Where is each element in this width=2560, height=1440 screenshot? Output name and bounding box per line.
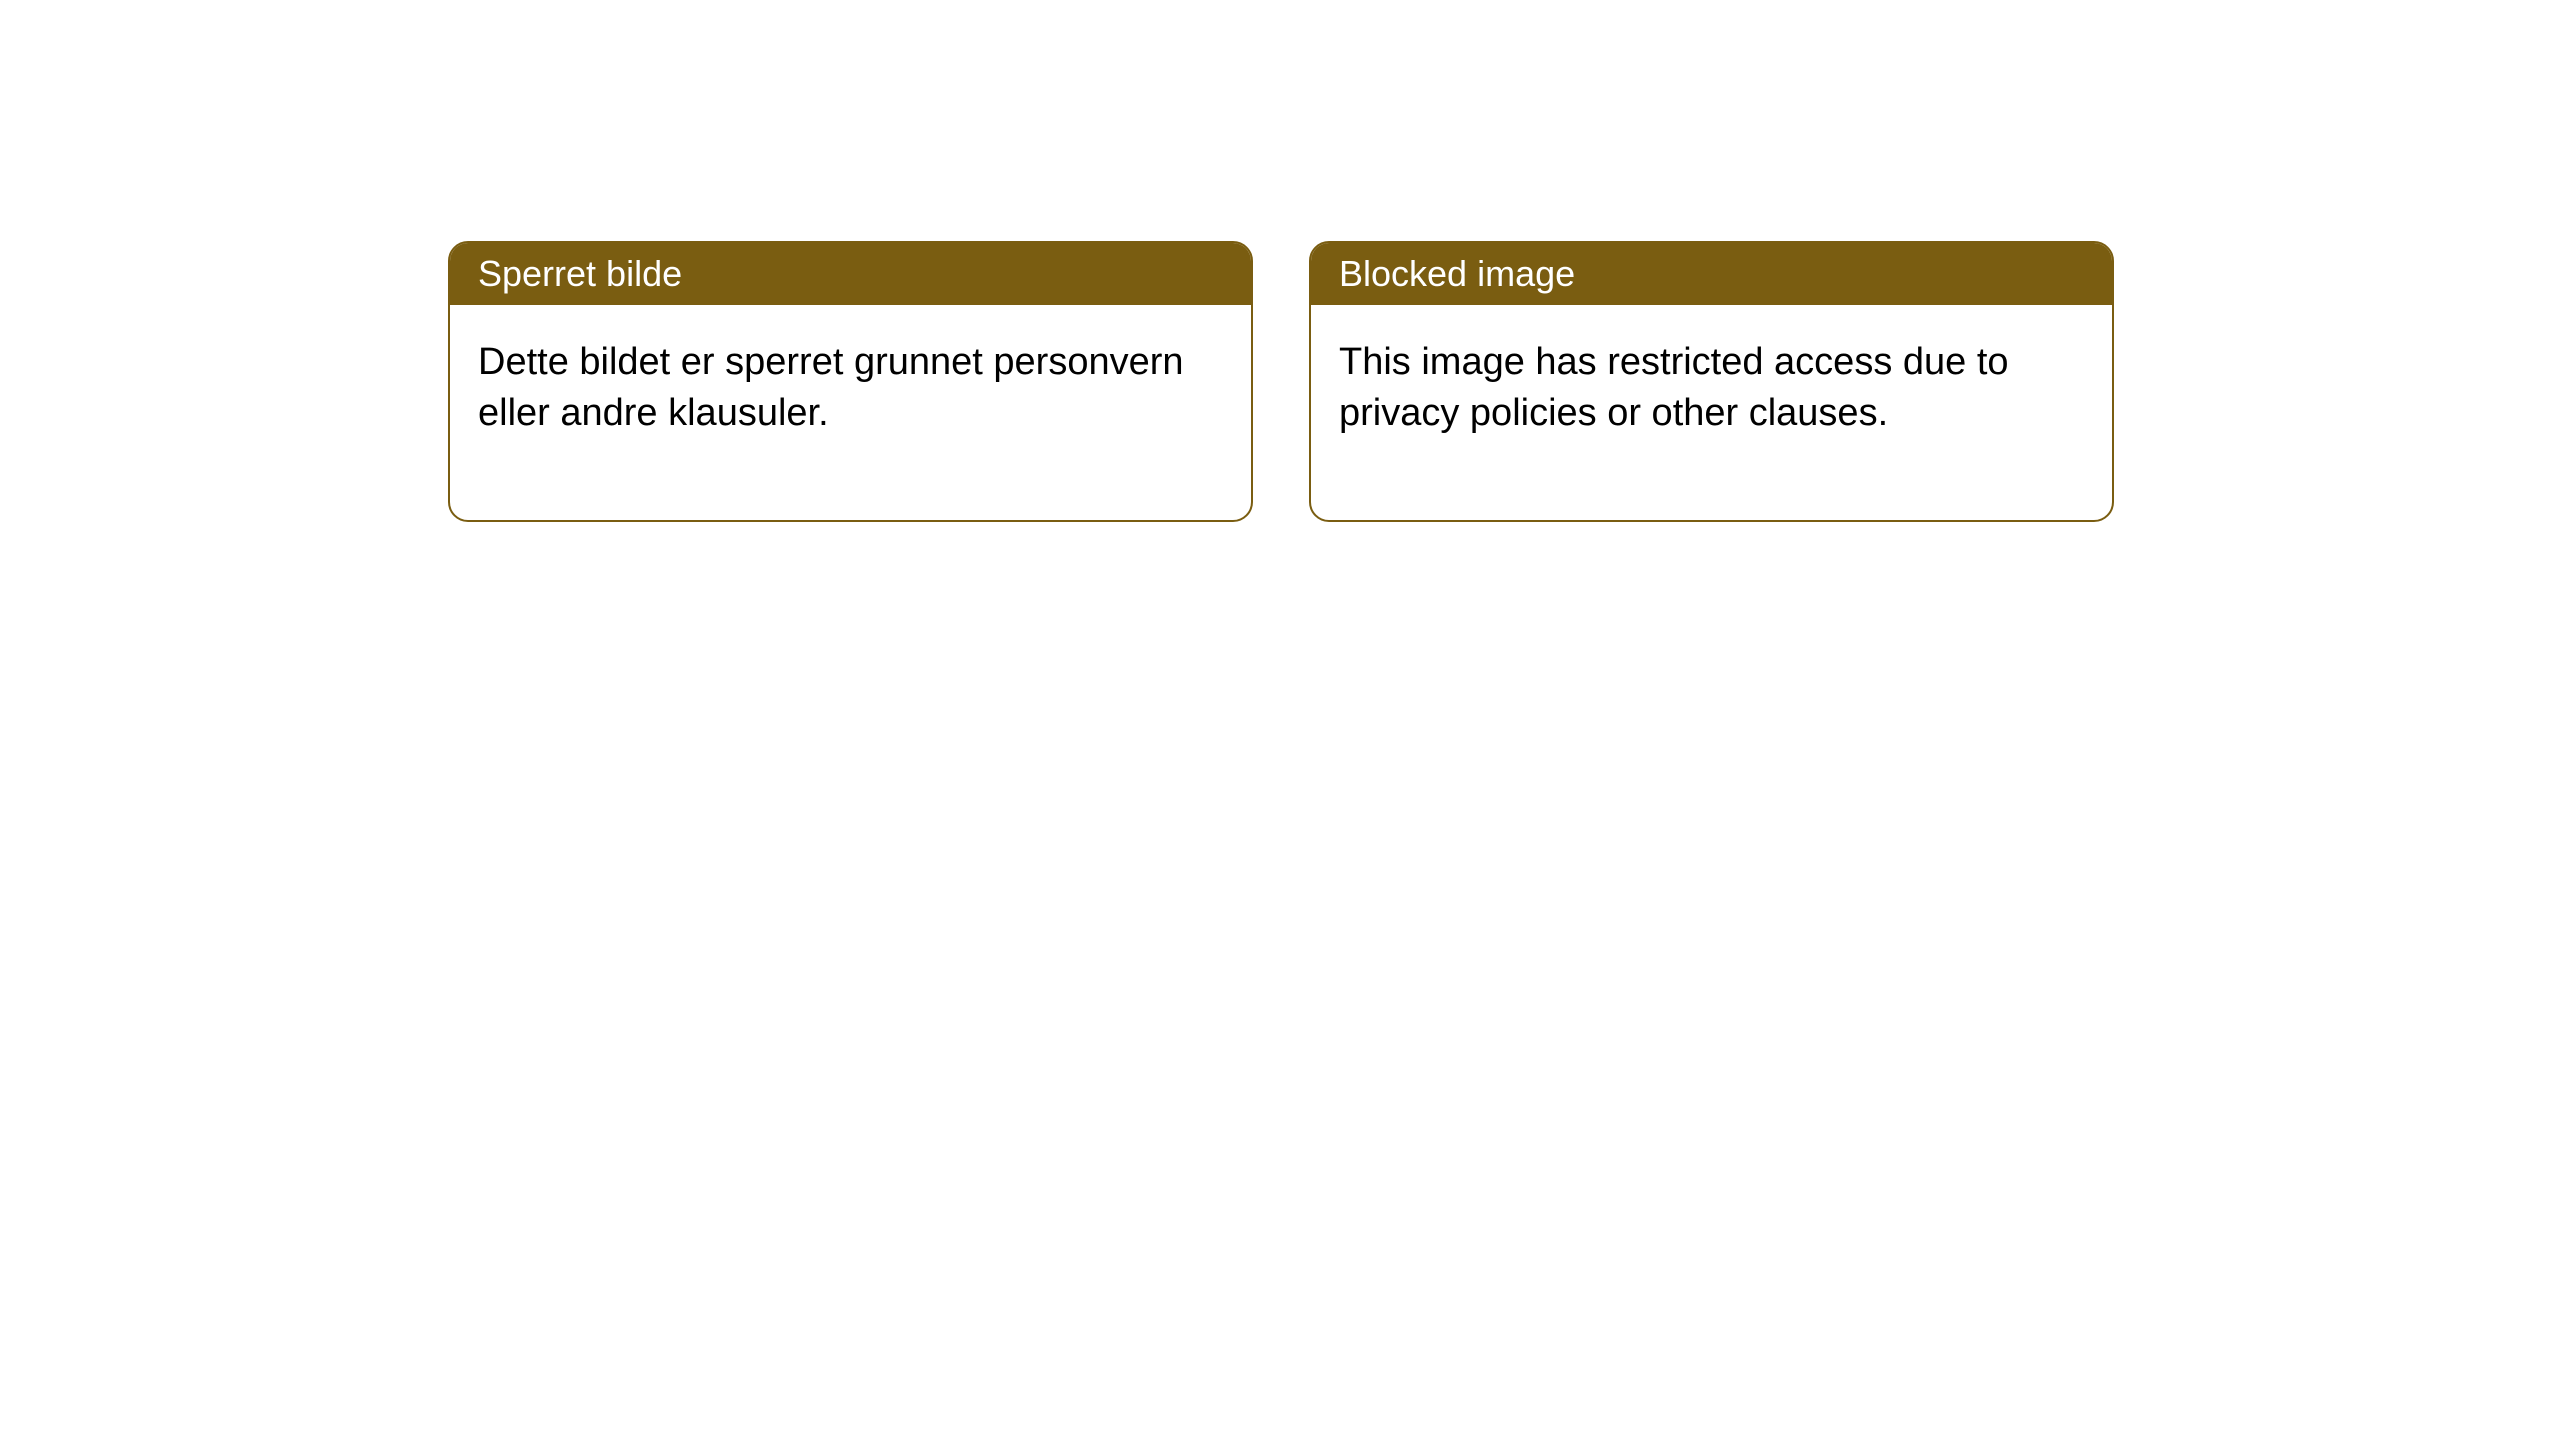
card-header: Sperret bilde <box>450 243 1251 305</box>
notice-card-english: Blocked image This image has restricted … <box>1309 241 2114 522</box>
card-body: Dette bildet er sperret grunnet personve… <box>450 305 1251 520</box>
card-header: Blocked image <box>1311 243 2112 305</box>
notice-card-norwegian: Sperret bilde Dette bildet er sperret gr… <box>448 241 1253 522</box>
notice-cards-container: Sperret bilde Dette bildet er sperret gr… <box>448 241 2114 522</box>
card-body: This image has restricted access due to … <box>1311 305 2112 520</box>
